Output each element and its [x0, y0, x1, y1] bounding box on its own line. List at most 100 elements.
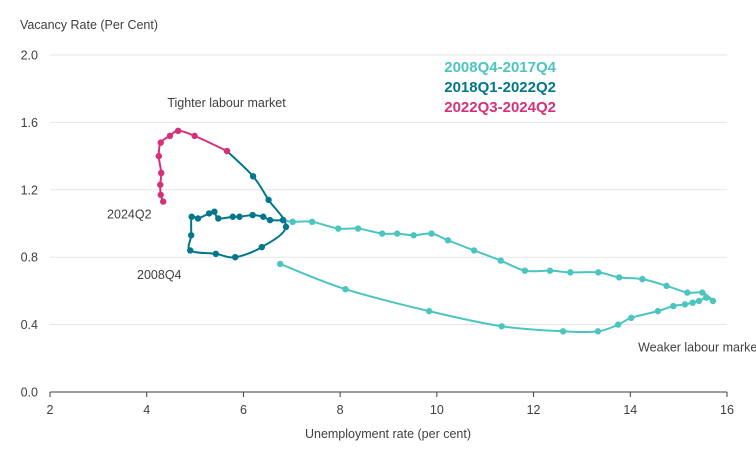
- data-point: [215, 215, 222, 222]
- annotations: Tighter labour market 2024Q2 2008Q4 Weaker …: [107, 96, 756, 354]
- data-point: [410, 232, 417, 239]
- data-point: [681, 301, 689, 308]
- series-2: [187, 147, 290, 261]
- legend: 2008Q4-2017Q4 2018Q1-2022Q2 2022Q3-2024Q2: [444, 59, 556, 116]
- data-point: [639, 275, 646, 283]
- data-point: [308, 218, 316, 226]
- data-point: [595, 269, 602, 276]
- data-point: [663, 282, 670, 290]
- data-point: [559, 328, 567, 335]
- data-point: [709, 297, 717, 305]
- series-line: [187, 150, 287, 259]
- data-point: [187, 247, 194, 254]
- series-line: [279, 219, 714, 334]
- data-point: [188, 213, 195, 220]
- y-tick-label: 0.8: [21, 251, 38, 265]
- data-point: [654, 307, 662, 315]
- data-point: [497, 257, 504, 264]
- x-tick-label: 12: [527, 403, 541, 417]
- data-point: [699, 289, 706, 296]
- data-point: [260, 213, 267, 220]
- series-3: [155, 127, 231, 205]
- y-tick-label: 1.2: [21, 183, 38, 197]
- data-point: [191, 132, 198, 140]
- data-point: [157, 181, 164, 188]
- chart-annotation: Weaker labour market: [638, 341, 756, 355]
- x-tick-label: 6: [240, 403, 247, 417]
- data-point: [498, 323, 505, 330]
- data-point: [335, 225, 342, 232]
- data-point: [194, 215, 202, 222]
- data-point: [354, 225, 362, 232]
- data-point: [379, 230, 386, 237]
- data-point: [158, 169, 165, 177]
- data-point: [229, 213, 236, 220]
- data-point: [249, 211, 256, 219]
- data-point: [615, 274, 623, 281]
- x-tick-label: 16: [720, 403, 734, 417]
- x-axis-ticks: 2 4 6 8 10 12 14 16: [47, 392, 734, 417]
- data-point: [232, 254, 239, 261]
- data-point: [567, 269, 574, 276]
- x-axis-title: Unemployment rate (per cent): [305, 427, 471, 441]
- data-point: [205, 210, 213, 217]
- data-point: [249, 173, 257, 180]
- x-tick-label: 4: [143, 403, 150, 417]
- data-point: [703, 294, 710, 301]
- data-point: [594, 328, 602, 335]
- data-point: [546, 267, 554, 274]
- data-point: [223, 147, 231, 155]
- data-point: [157, 139, 164, 146]
- legend-entry: 2022Q3-2024Q2: [444, 99, 556, 116]
- data-point: [211, 208, 218, 215]
- data-point: [155, 152, 163, 160]
- data-point: [425, 307, 433, 315]
- data-point: [689, 299, 696, 306]
- data-point: [236, 213, 243, 220]
- data-point: [521, 267, 529, 274]
- data-point: [289, 218, 296, 226]
- data-point: [470, 247, 478, 254]
- gridlines: [50, 54, 727, 326]
- data-point: [282, 223, 290, 231]
- series-line: [157, 129, 228, 203]
- data-point: [265, 196, 272, 204]
- series-1: [276, 216, 717, 335]
- chart-annotation: Tighter labour market: [167, 96, 286, 110]
- y-tick-label: 2.0: [21, 49, 38, 63]
- x-tick-label: 2: [47, 403, 54, 417]
- y-axis-ticks: 0.0 0.4 0.8 1.2 1.6 2.0: [21, 49, 38, 400]
- data-point: [276, 260, 284, 268]
- data-point: [166, 132, 174, 140]
- data-point: [670, 302, 677, 310]
- chart-annotation: 2024Q2: [107, 207, 152, 221]
- data-point: [159, 198, 167, 205]
- y-tick-label: 0.0: [21, 386, 38, 400]
- legend-entry: 2008Q4-2017Q4: [444, 59, 556, 76]
- legend-entry: 2018Q1-2022Q2: [444, 79, 556, 96]
- data-point: [157, 191, 164, 199]
- data-point: [266, 216, 274, 224]
- data-point: [628, 314, 635, 322]
- data-point: [614, 321, 622, 328]
- x-tick-label: 10: [430, 403, 444, 417]
- x-tick-label: 14: [623, 403, 637, 417]
- y-axis-title: Vacancy Rate (Per Cent): [20, 18, 158, 32]
- y-tick-label: 0.4: [21, 318, 38, 332]
- data-point: [188, 232, 195, 239]
- data-point: [695, 297, 703, 305]
- data-point: [212, 250, 220, 258]
- data-point: [684, 289, 691, 296]
- series-group: [155, 127, 717, 335]
- y-tick-label: 1.6: [21, 116, 38, 130]
- data-point: [394, 230, 401, 237]
- data-point: [428, 230, 435, 237]
- data-point: [342, 286, 349, 293]
- x-tick-label: 8: [337, 403, 344, 417]
- chart-annotation: 2008Q4: [137, 268, 182, 282]
- data-point: [444, 237, 452, 244]
- data-point: [258, 243, 266, 251]
- data-point: [174, 127, 182, 135]
- data-point: [279, 216, 287, 224]
